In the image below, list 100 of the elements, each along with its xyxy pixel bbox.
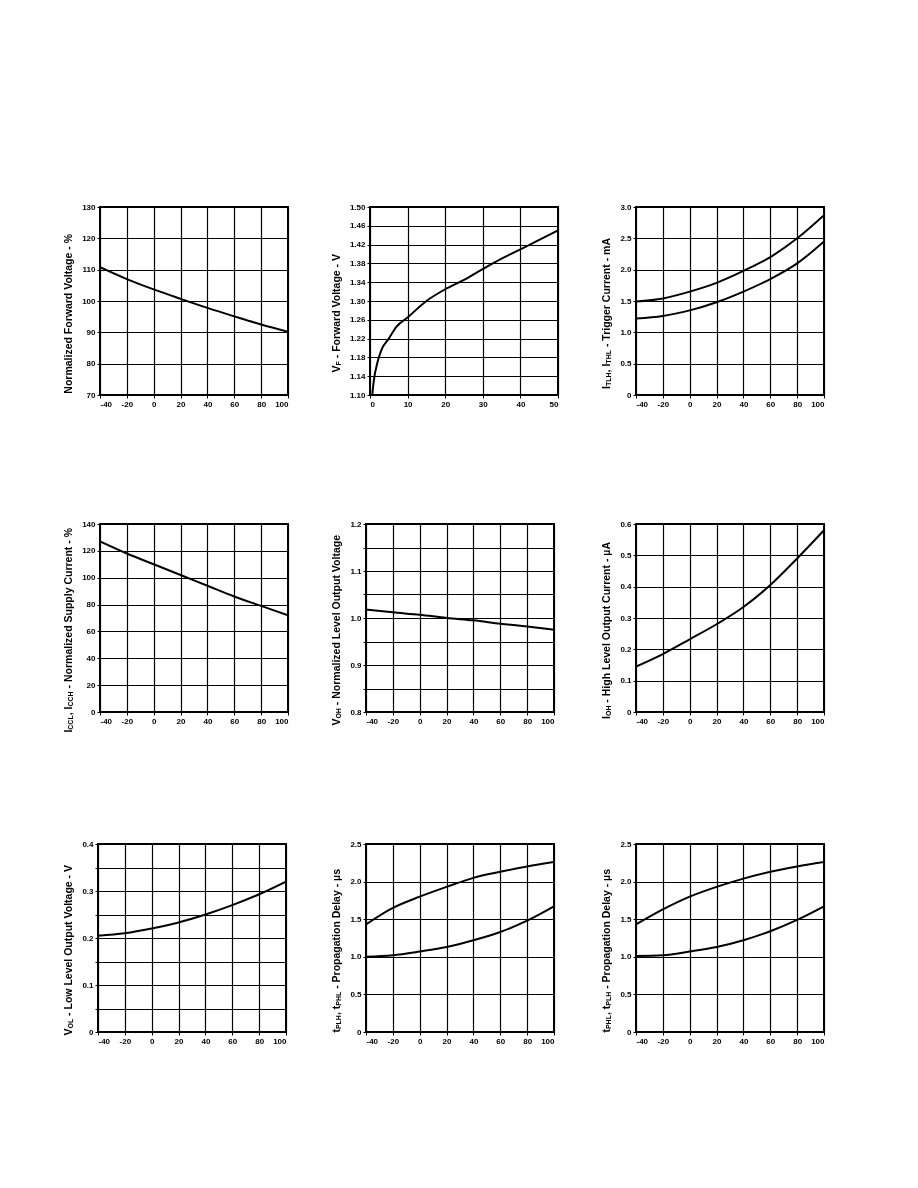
x-tick-label: 60: [496, 716, 506, 726]
x-tick-label: 20: [441, 399, 451, 409]
x-tick-label: 80: [793, 1036, 803, 1046]
y-tick-label: 1.34: [350, 277, 367, 287]
y-tick-label: 1.50: [350, 202, 367, 212]
y-tick-label: 0.4: [82, 839, 95, 849]
y-tick-label: 100: [82, 573, 97, 583]
x-tick-label: 50: [549, 399, 560, 409]
x-tick-label: 0: [150, 1036, 156, 1046]
y-tick-label: 1.1: [350, 566, 363, 576]
x-tick-label: -20: [119, 1036, 132, 1046]
y-tick-label: 1.2: [350, 519, 363, 529]
y-tick-label: 1.22: [350, 334, 367, 344]
x-tick-label: 0: [688, 1036, 694, 1046]
x-tick-label: 100: [275, 399, 290, 409]
y-tick-label: 0.9: [350, 660, 363, 670]
x-tick-label: 0: [151, 399, 157, 409]
x-tick-label: 100: [273, 1036, 288, 1046]
y-tick-label: 0.5: [620, 550, 633, 560]
x-tick-label: 30: [478, 399, 489, 409]
y-tick-label: 1.0: [620, 327, 633, 337]
y-tick-label: 0.8: [350, 707, 363, 717]
y-tick-label: 0.3: [82, 886, 95, 896]
y-tick-label: 1.46: [350, 221, 367, 231]
y-tick-label: 80: [86, 359, 97, 369]
y-tick-label: 80: [86, 600, 97, 610]
y-tick-label: 1.5: [620, 914, 633, 924]
x-tick-label: 20: [176, 399, 187, 409]
x-tick-label: -40: [636, 716, 649, 726]
y-tick-label: 1.38: [350, 258, 367, 268]
y-tick-label: 140: [82, 519, 97, 529]
x-tick-label: 0: [688, 399, 694, 409]
x-tick-label: 0: [688, 716, 694, 726]
x-tick-label: 0: [418, 716, 424, 726]
x-tick-label: 100: [811, 716, 826, 726]
y-tick-label: 0.1: [82, 980, 95, 990]
y-tick-label: 0.2: [82, 933, 95, 943]
x-tick-label: 60: [766, 716, 776, 726]
x-tick-label: 20: [174, 1036, 185, 1046]
x-tick-label: 40: [469, 716, 480, 726]
x-tick-label: 100: [541, 1036, 556, 1046]
x-tick-label: 0: [418, 1036, 424, 1046]
x-tick-label: -40: [366, 1036, 379, 1046]
y-tick-label: 130: [82, 202, 97, 212]
y-tick-label: 1.14: [350, 371, 367, 381]
x-tick-label: -20: [657, 1036, 670, 1046]
x-tick-label: -20: [657, 716, 670, 726]
y-tick-label: 0.6: [620, 519, 633, 529]
x-tick-label: 0: [152, 716, 158, 726]
y-tick-label: 3.0: [620, 202, 633, 212]
x-tick-label: -40: [636, 399, 649, 409]
y-tick-label: 0.2: [620, 644, 633, 654]
x-tick-label: 40: [739, 399, 750, 409]
x-tick-label: 80: [257, 399, 267, 409]
x-tick-label: 100: [811, 399, 826, 409]
y-tick-label: 20: [86, 680, 97, 690]
x-tick-label: -40: [100, 399, 113, 409]
x-tick-label: 20: [442, 716, 453, 726]
x-tick-label: 60: [766, 399, 776, 409]
y-tick-label: 1.10: [350, 390, 367, 400]
x-tick-label: 80: [793, 716, 803, 726]
x-tick-label: 20: [712, 399, 723, 409]
x-tick-label: 0: [370, 399, 376, 409]
x-tick-label: -20: [121, 399, 134, 409]
x-tick-label: -20: [657, 399, 670, 409]
x-tick-label: 40: [739, 1036, 750, 1046]
y-tick-label: 70: [86, 390, 97, 400]
x-tick-label: 20: [712, 1036, 723, 1046]
x-tick-label: 100: [811, 1036, 826, 1046]
y-tick-label: 2.0: [620, 265, 633, 275]
y-tick-label: 120: [82, 233, 97, 243]
x-tick-label: -20: [387, 1036, 400, 1046]
y-tick-label: 1.42: [350, 240, 367, 250]
x-tick-label: 40: [203, 399, 213, 409]
x-tick-label: 60: [496, 1036, 506, 1046]
x-tick-label: 60: [228, 1036, 238, 1046]
y-tick-label: 110: [82, 265, 97, 275]
y-axis-title: Normalized Forward Voltage - %: [62, 233, 74, 394]
y-tick-label: 1.30: [350, 296, 367, 306]
x-tick-label: 20: [176, 716, 187, 726]
x-tick-label: 40: [469, 1036, 480, 1046]
y-tick-label: 1.5: [620, 296, 633, 306]
y-tick-label: 1.5: [350, 914, 363, 924]
x-tick-label: 60: [230, 399, 240, 409]
y-tick-label: 0.5: [620, 359, 633, 369]
y-tick-label: 0: [627, 707, 633, 717]
y-tick-label: 0.3: [620, 613, 633, 623]
x-tick-label: 80: [793, 399, 803, 409]
y-tick-label: 1.26: [350, 315, 367, 325]
y-tick-label: 2.5: [350, 839, 363, 849]
y-tick-label: 1.0: [350, 952, 363, 962]
x-tick-label: -40: [98, 1036, 111, 1046]
x-tick-label: 80: [255, 1036, 265, 1046]
x-tick-label: -40: [366, 716, 379, 726]
y-tick-label: 1.0: [350, 613, 363, 623]
y-tick-label: 0: [357, 1027, 363, 1037]
y-tick-label: 60: [86, 626, 97, 636]
y-tick-label: 1.0: [620, 952, 633, 962]
x-tick-label: 10: [403, 399, 414, 409]
y-tick-label: 40: [86, 653, 97, 663]
